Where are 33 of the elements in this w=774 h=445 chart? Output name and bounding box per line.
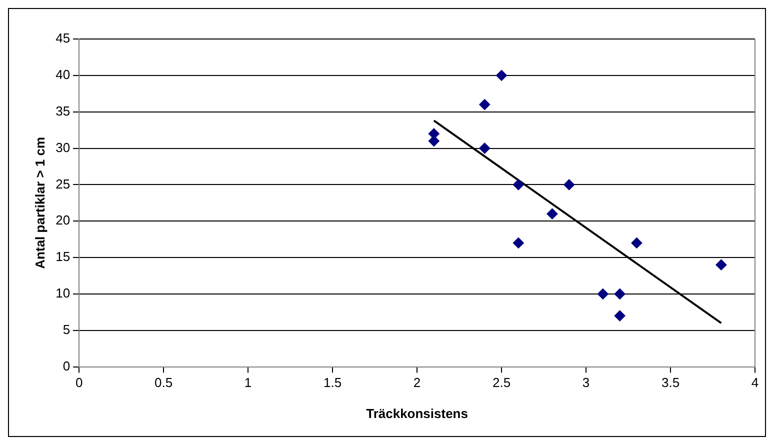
x-tick-label: 0.5 xyxy=(154,375,173,390)
x-tick-label: 1 xyxy=(244,375,252,390)
y-tick-label: 35 xyxy=(56,103,70,118)
point xyxy=(512,237,524,248)
point xyxy=(614,288,626,300)
y-tick-label: 10 xyxy=(56,286,70,301)
x-tick-label: 4 xyxy=(751,375,759,390)
point xyxy=(614,310,626,322)
point xyxy=(631,237,642,248)
point xyxy=(546,208,558,220)
x-tick-label: 3.5 xyxy=(661,375,680,390)
x-tick-label: 2 xyxy=(413,375,421,390)
y-tick-label: 40 xyxy=(56,67,70,82)
x-tick-label: 3 xyxy=(582,375,590,390)
y-tick-label: 15 xyxy=(56,249,70,264)
y-tick-label: 45 xyxy=(56,30,70,46)
point xyxy=(479,142,490,154)
point xyxy=(564,179,575,190)
y-tick-label: 20 xyxy=(56,212,70,228)
point xyxy=(597,288,608,300)
point xyxy=(512,179,524,190)
x-tick-label: 1.5 xyxy=(324,375,342,390)
point xyxy=(716,259,727,270)
y-tick-label: 30 xyxy=(56,140,70,155)
y-tick-label: 5 xyxy=(62,322,70,337)
point xyxy=(479,99,490,110)
y-tick-label: 25 xyxy=(56,176,70,192)
x-tick-label: 2.5 xyxy=(492,375,511,390)
x-axis-title: Träckkonsistens xyxy=(366,406,468,421)
point xyxy=(496,70,508,81)
y-tick-label: 0 xyxy=(62,358,70,374)
y-axis-title: Antal partiklar > 1 cm xyxy=(32,136,48,269)
x-tick-label: 0 xyxy=(75,375,83,390)
